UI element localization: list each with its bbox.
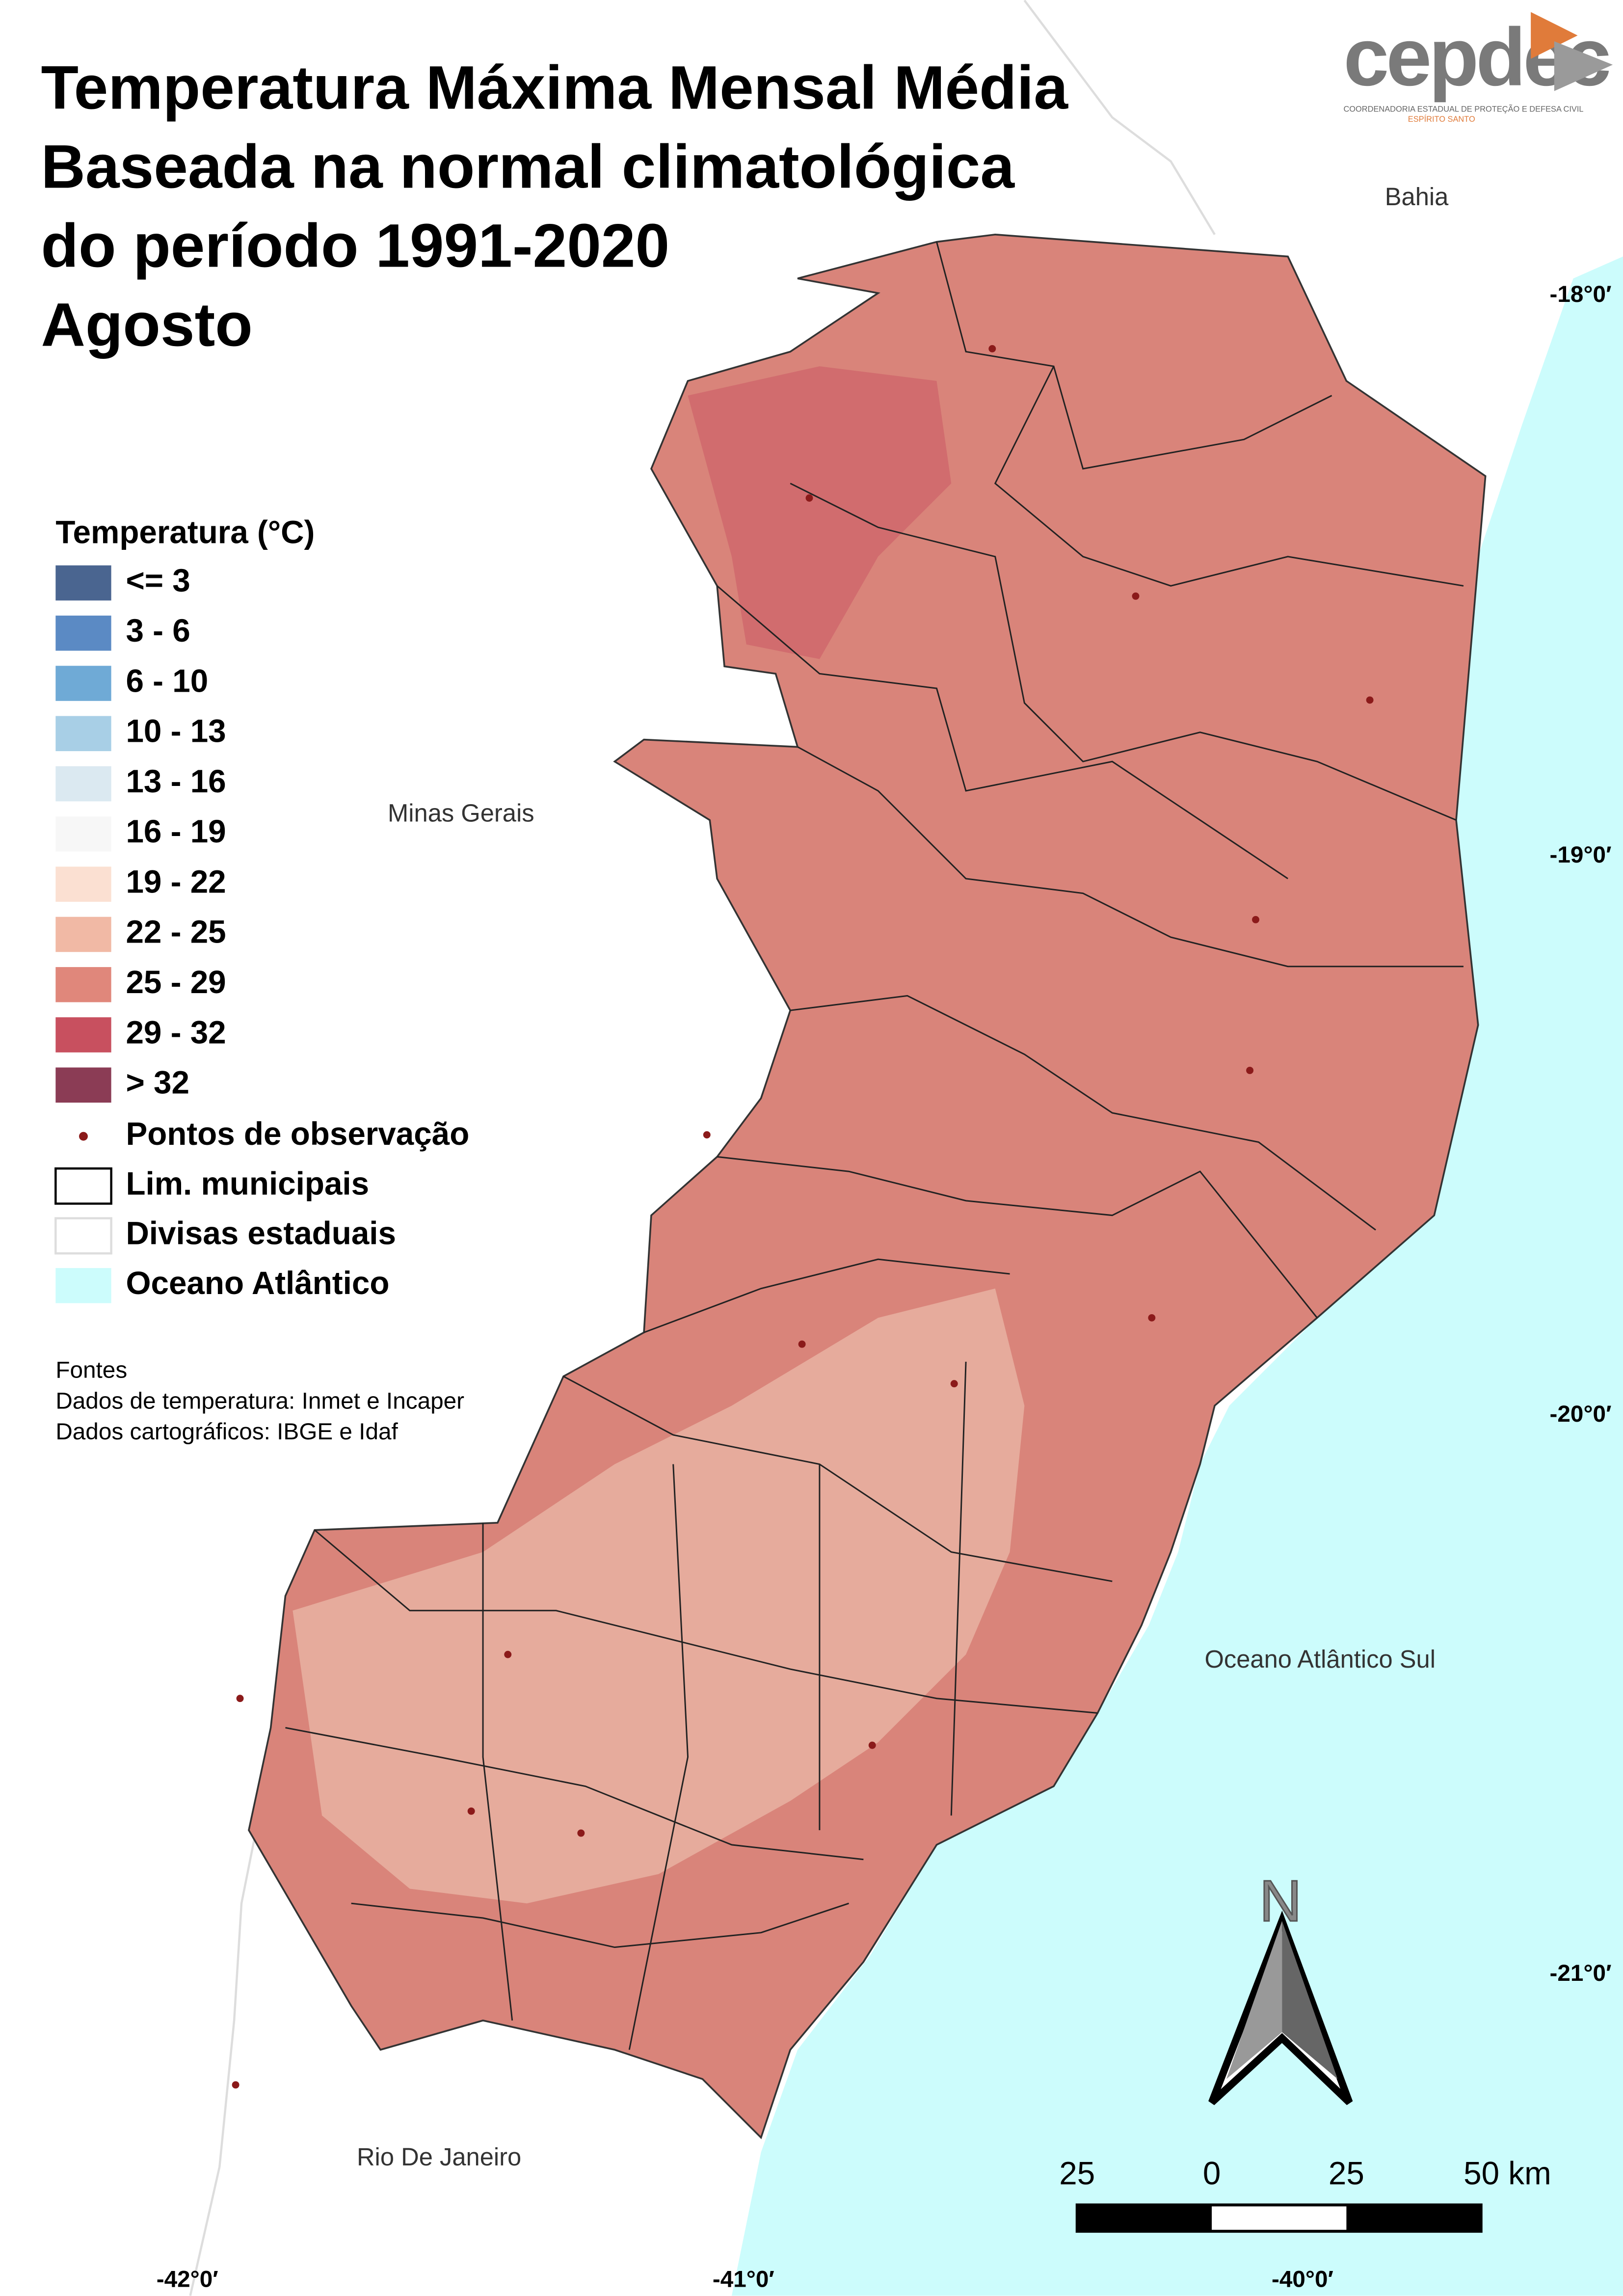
cool-highlands — [293, 1288, 1025, 1904]
legend-swatch — [55, 1017, 111, 1053]
title-line: Agosto — [41, 290, 252, 359]
longitude-label: -42°0′ — [157, 2266, 218, 2292]
legend-label: 22 - 25 — [126, 914, 226, 950]
title-line: do período 1991-2020 — [41, 211, 669, 280]
legend-swatch — [55, 666, 111, 701]
legend-swatch — [55, 1067, 111, 1103]
place-label: Bahia — [1385, 183, 1449, 211]
scale-label: 0 — [1203, 2156, 1221, 2191]
scale-label: 25 — [1329, 2156, 1364, 2191]
latitude-label: -20°0′ — [1550, 1401, 1612, 1427]
longitude-label: -41°0′ — [713, 2266, 774, 2292]
legend-swatch — [55, 615, 111, 651]
legend-label: Pontos de observação — [126, 1116, 469, 1152]
legend-label: <= 3 — [126, 563, 190, 598]
hot-area — [688, 366, 952, 659]
legend: Temperatura (°C) Pontos de observação Li… — [54, 514, 469, 1303]
legend-swatch — [55, 565, 111, 601]
legend-point — [79, 1132, 88, 1141]
legend-label: 19 - 22 — [126, 864, 226, 899]
legend-swatch — [55, 866, 111, 902]
legend-label: 13 - 16 — [126, 763, 226, 799]
legend-label: 25 - 29 — [126, 964, 226, 1000]
title-line: Baseada na normal climatológica — [41, 132, 1015, 201]
place-label: Rio De Janeiro — [357, 2143, 521, 2171]
latitude-label: -21°0′ — [1550, 1960, 1612, 1986]
longitude-label: -40°0′ — [1272, 2266, 1333, 2292]
scale-segment — [1346, 2205, 1481, 2232]
place-label: Oceano Atlântico Sul — [1204, 1645, 1436, 1673]
scale-label: 25 — [1059, 2156, 1095, 2191]
state-border — [189, 0, 1216, 2296]
title-line: Temperatura Máxima Mensal Média — [41, 53, 1068, 122]
legend-label: 16 - 19 — [126, 813, 226, 849]
title: Temperatura Máxima Mensal Média Baseada … — [41, 53, 1068, 359]
scale-segment — [1077, 2205, 1212, 2232]
sources: Fontes Dados de temperatura: Inmet e Inc… — [55, 1358, 465, 1445]
legend-label: 3 - 6 — [126, 613, 190, 648]
source-line: Dados de temperatura: Inmet e Incaper — [55, 1389, 465, 1415]
logo-mark — [1554, 41, 1613, 91]
logo: cepdec COORDENADORIA ESTADUAL DE PROTEÇÃ… — [1343, 12, 1613, 124]
legend-swatch — [55, 816, 111, 852]
legend-label: 29 - 32 — [126, 1014, 226, 1050]
legend-swatch — [55, 967, 111, 1002]
source-line: Dados cartográficos: IBGE e Idaf — [55, 1420, 398, 1445]
north-arrow-shade — [1282, 1920, 1338, 2080]
legend-swatch — [54, 1217, 112, 1255]
scale-bar: 25 0 25 50 km — [1059, 2156, 1551, 2233]
latitude-label: -18°0′ — [1550, 281, 1612, 307]
legend-label: 6 - 10 — [126, 663, 208, 699]
legend-swatch — [55, 766, 111, 802]
source-line: Fontes — [55, 1358, 128, 1384]
municipal-boundaries — [285, 242, 1464, 2050]
place-label: Minas Gerais — [388, 799, 534, 827]
legend-label: Lim. municipais — [126, 1165, 369, 1201]
legend-label: 10 - 13 — [126, 713, 226, 749]
logo-subtitle: COORDENADORIA ESTADUAL DE PROTEÇÃO E DEF… — [1343, 104, 1583, 113]
legend-swatch — [55, 716, 111, 752]
scale-label: 50 km — [1463, 2156, 1551, 2191]
legend-swatch — [55, 917, 111, 952]
observation-points — [232, 345, 1374, 2089]
legend-swatch — [55, 1268, 111, 1303]
latitude-label: -19°0′ — [1550, 842, 1612, 868]
ocean — [731, 256, 1623, 2296]
north-arrow: N — [1208, 1867, 1353, 2106]
legend-label: Divisas estaduais — [126, 1216, 396, 1251]
legend-title: Temperatura (°C) — [55, 514, 315, 550]
logo-region: ESPÍRITO SANTO — [1408, 114, 1475, 124]
legend-swatch — [54, 1167, 112, 1205]
legend-label: > 32 — [126, 1065, 189, 1101]
logo-mark — [1531, 12, 1578, 59]
legend-label: Oceano Atlântico — [126, 1265, 389, 1301]
